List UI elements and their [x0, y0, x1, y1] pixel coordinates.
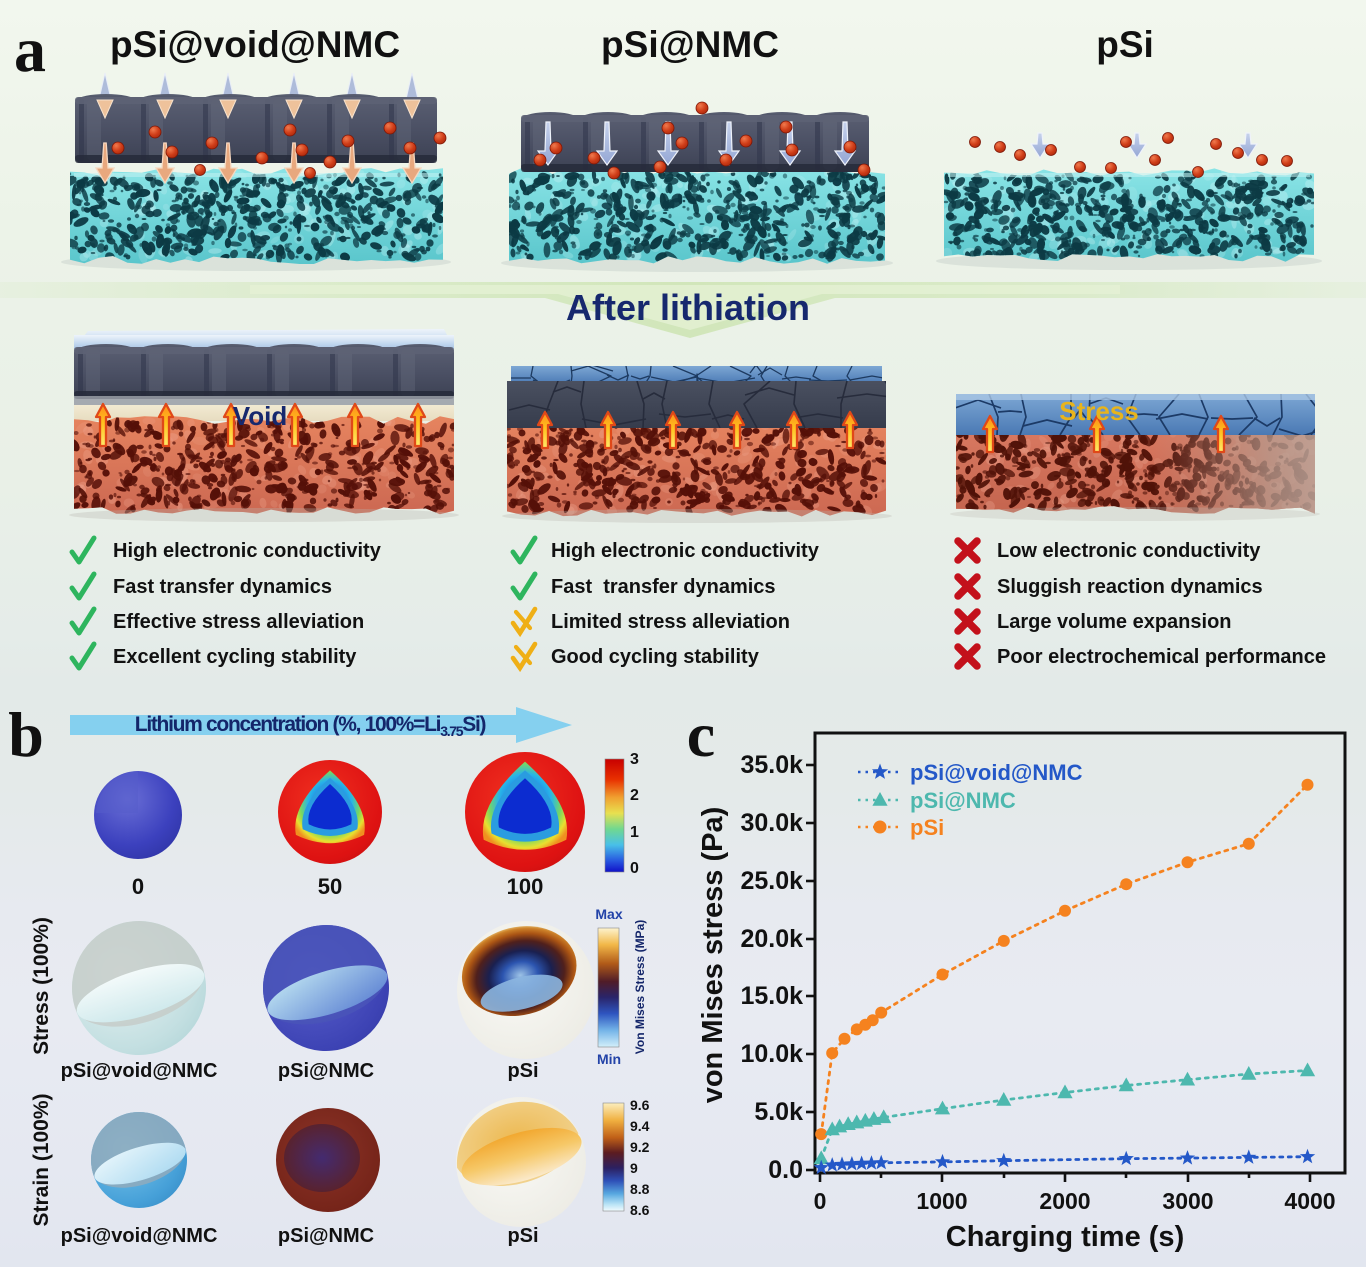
svg-text:15.0k: 15.0k [740, 982, 803, 1010]
svg-text:4000: 4000 [1284, 1188, 1335, 1214]
svg-text:2000: 2000 [1039, 1188, 1090, 1214]
svg-text:0.0: 0.0 [768, 1156, 803, 1184]
svg-text:3000: 3000 [1162, 1188, 1213, 1214]
svg-text:pSi@void@NMC: pSi@void@NMC [910, 760, 1083, 785]
svg-text:35.0k: 35.0k [740, 751, 803, 779]
svg-text:pSi: pSi [910, 815, 944, 840]
svg-text:10.0k: 10.0k [740, 1040, 803, 1068]
svg-text:von Mises stress (Pa): von Mises stress (Pa) [697, 807, 729, 1104]
svg-text:5.0k: 5.0k [754, 1098, 803, 1126]
svg-text:25.0k: 25.0k [740, 867, 803, 895]
svg-text:1000: 1000 [916, 1188, 967, 1214]
svg-text:20.0k: 20.0k [740, 925, 803, 953]
svg-text:30.0k: 30.0k [740, 809, 803, 837]
svg-text:Charging time (s): Charging time (s) [946, 1221, 1184, 1253]
svg-text:pSi@NMC: pSi@NMC [910, 788, 1016, 813]
svg-text:0: 0 [814, 1188, 827, 1214]
